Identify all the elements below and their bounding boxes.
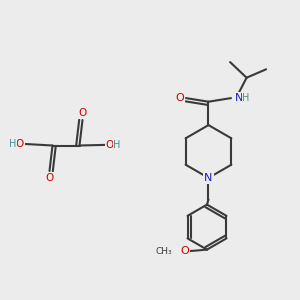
Text: H: H [242,93,250,103]
Text: O: O [106,140,114,150]
Text: O: O [45,172,54,183]
Text: O: O [180,246,189,256]
Text: CH₃: CH₃ [155,247,172,256]
Text: N: N [204,173,213,183]
Text: O: O [175,92,184,103]
Text: O: O [16,139,24,149]
Text: N: N [235,93,243,103]
Text: O: O [78,108,87,118]
Text: H: H [113,140,121,150]
Text: H: H [8,139,16,149]
